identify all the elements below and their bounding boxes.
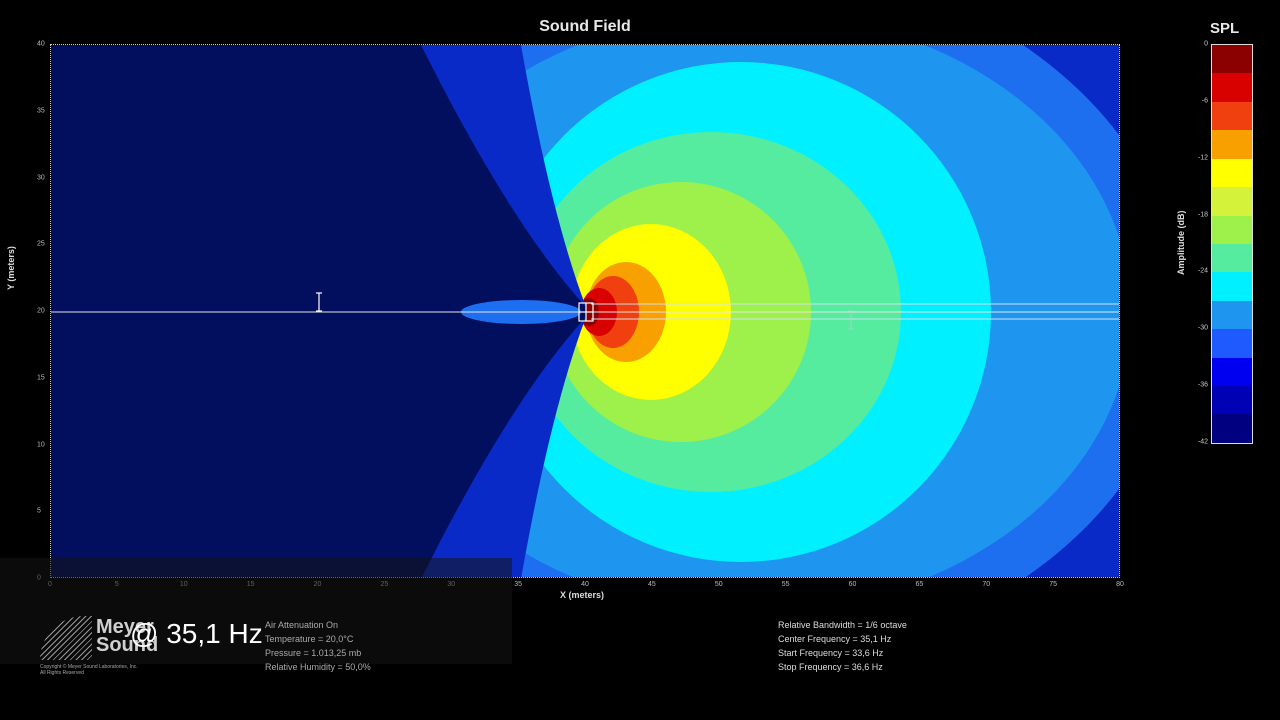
colorbar-segment	[1212, 187, 1252, 216]
y-tick-label: 30	[37, 174, 45, 181]
spl-colorbar	[1211, 44, 1253, 444]
humidity-text: Relative Humidity = 50,0%	[265, 662, 371, 672]
logo-wordmark: Meyer Sound	[96, 616, 159, 656]
y-tick-label: 25	[37, 240, 45, 248]
colorbar-segment	[1212, 243, 1252, 273]
colorbar-segment	[1212, 272, 1252, 301]
colorbar-segment	[1212, 300, 1252, 330]
colorbar-tick-label: -42	[1197, 438, 1208, 446]
x-tick-label: 65	[915, 581, 924, 588]
pressure-text: Pressure = 1.013,25 mb	[265, 648, 362, 658]
y-tick-label: 40	[37, 40, 45, 48]
colorbar-segment	[1212, 329, 1252, 358]
x-tick-label: 40	[581, 581, 589, 588]
colorbar-segment	[1212, 158, 1252, 188]
bandwidth-text: Relative Bandwidth = 1/6 octave	[778, 620, 907, 630]
colorbar-segment	[1212, 386, 1252, 415]
x-tick-label: 55	[781, 581, 790, 588]
colorbar-tick-label: -30	[1197, 324, 1208, 332]
colorbar-segment	[1212, 45, 1252, 74]
logo-word-2: Sound	[96, 634, 159, 656]
frequency-caption: @ 35,1 Hz	[130, 618, 263, 649]
center-frequency-text: Center Frequency = 35,1 Hz	[778, 634, 892, 644]
y-tick-label: 20	[37, 307, 45, 315]
field-left-lobe-top	[421, 45, 586, 307]
plot-title: Sound Field	[539, 18, 631, 35]
colorbar-tick-label: -24	[1197, 267, 1208, 275]
colorbar-segment	[1212, 130, 1252, 159]
logo-word-1: Meyer	[96, 616, 154, 638]
y-tick-label: 5	[37, 507, 41, 515]
x-tick-label: 70	[982, 581, 991, 588]
colorbar-tick-label: -12	[1197, 154, 1208, 162]
x-tick-label: 80	[1116, 581, 1124, 588]
cursor-marker-left	[316, 292, 322, 312]
logo-wave-icon	[40, 616, 92, 660]
copyright-line-1: Copyright © Meyer Sound Laboratories, In…	[40, 664, 138, 670]
air-attenuation-text: Air Attenuation On	[265, 620, 339, 630]
analysis-info: Relative Bandwidth = 1/6 octave Center F…	[778, 618, 907, 674]
cursor-marker-right	[848, 310, 854, 330]
x-tick-label: 50	[714, 581, 723, 588]
colorbar-tick-label: -6	[1201, 97, 1208, 105]
colorbar-segment	[1212, 73, 1252, 102]
x-tick-label: 75	[1049, 581, 1058, 588]
colorbar-segment	[1212, 101, 1252, 131]
field-left-lobe-bottom	[422, 317, 586, 577]
colorbar-segment	[1212, 215, 1252, 244]
colorbar-tick-label: -18	[1197, 211, 1208, 219]
y-tick-label: 10	[37, 441, 45, 448]
x-tick-label: 60	[848, 581, 857, 588]
loudspeaker-source-icon	[578, 302, 594, 322]
colorbar-title: SPL	[1210, 20, 1240, 37]
colorbar-segment	[1212, 414, 1252, 443]
y-axis-label: Y (meters)	[6, 246, 16, 290]
x-axis-label: X (meters)	[560, 590, 605, 600]
colorbar-label: Amplitude (dB)	[1176, 210, 1186, 276]
colorbar-tick-label: 0	[1204, 40, 1208, 48]
sound-field-plot[interactable]	[50, 44, 1120, 578]
colorbar-tick-label: -36	[1197, 381, 1208, 389]
temperature-text: Temperature = 20,0°C	[265, 634, 354, 644]
y-tick-label: 15	[37, 374, 45, 382]
sound-field-canvas[interactable]	[51, 45, 1120, 578]
start-frequency-text: Start Frequency = 33,6 Hz	[778, 648, 884, 658]
copyright-line-2: All Rights Reserved	[40, 670, 84, 676]
logo-copyright: Copyright © Meyer Sound Laboratories, In…	[40, 664, 180, 676]
x-tick-label: 35	[514, 581, 523, 588]
meyer-sound-logo: Meyer Sound Copyright © Meyer Sound Labo…	[40, 616, 160, 676]
stop-frequency-text: Stop Frequency = 36,6 Hz	[778, 662, 883, 672]
x-tick-label: 45	[647, 581, 656, 588]
y-tick-label: 35	[37, 107, 45, 115]
atmosphere-info: Air Attenuation On Temperature = 20,0°C …	[265, 618, 371, 674]
colorbar-segment	[1212, 357, 1252, 387]
